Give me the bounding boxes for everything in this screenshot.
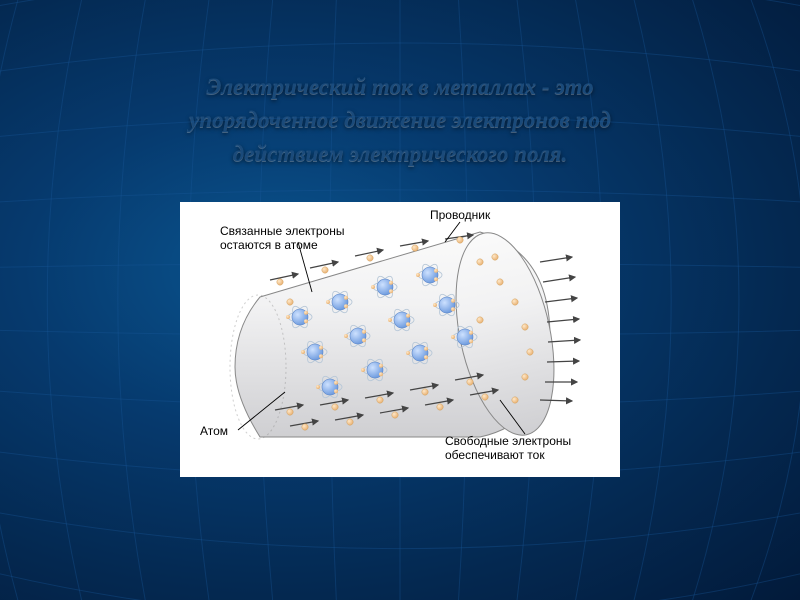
title-line-2: упорядоченное движение электронов под: [40, 103, 760, 136]
label-bound-l2: остаются в атоме: [220, 238, 318, 252]
conductor-diagram: Проводник Связанные электроны остаются в…: [180, 202, 620, 477]
title-line-1: Электрический ток в металлах - это: [40, 70, 760, 103]
page-title: Электрический ток в металлах - это упоря…: [0, 0, 800, 190]
label-bound-electrons: Связанные электроны остаются в атоме: [220, 224, 344, 253]
label-free-l2: обеспечивают ток: [445, 448, 545, 462]
figure-container: Проводник Связанные электроны остаются в…: [0, 202, 800, 477]
label-conductor: Проводник: [430, 208, 490, 222]
label-atom: Атом: [200, 424, 228, 438]
label-free-electrons: Свободные электроны обеспечивают ток: [445, 434, 571, 463]
title-line-3: действием электрического поля.: [40, 137, 760, 170]
label-free-l1: Свободные электроны: [445, 434, 571, 448]
label-bound-l1: Связанные электроны: [220, 224, 344, 238]
